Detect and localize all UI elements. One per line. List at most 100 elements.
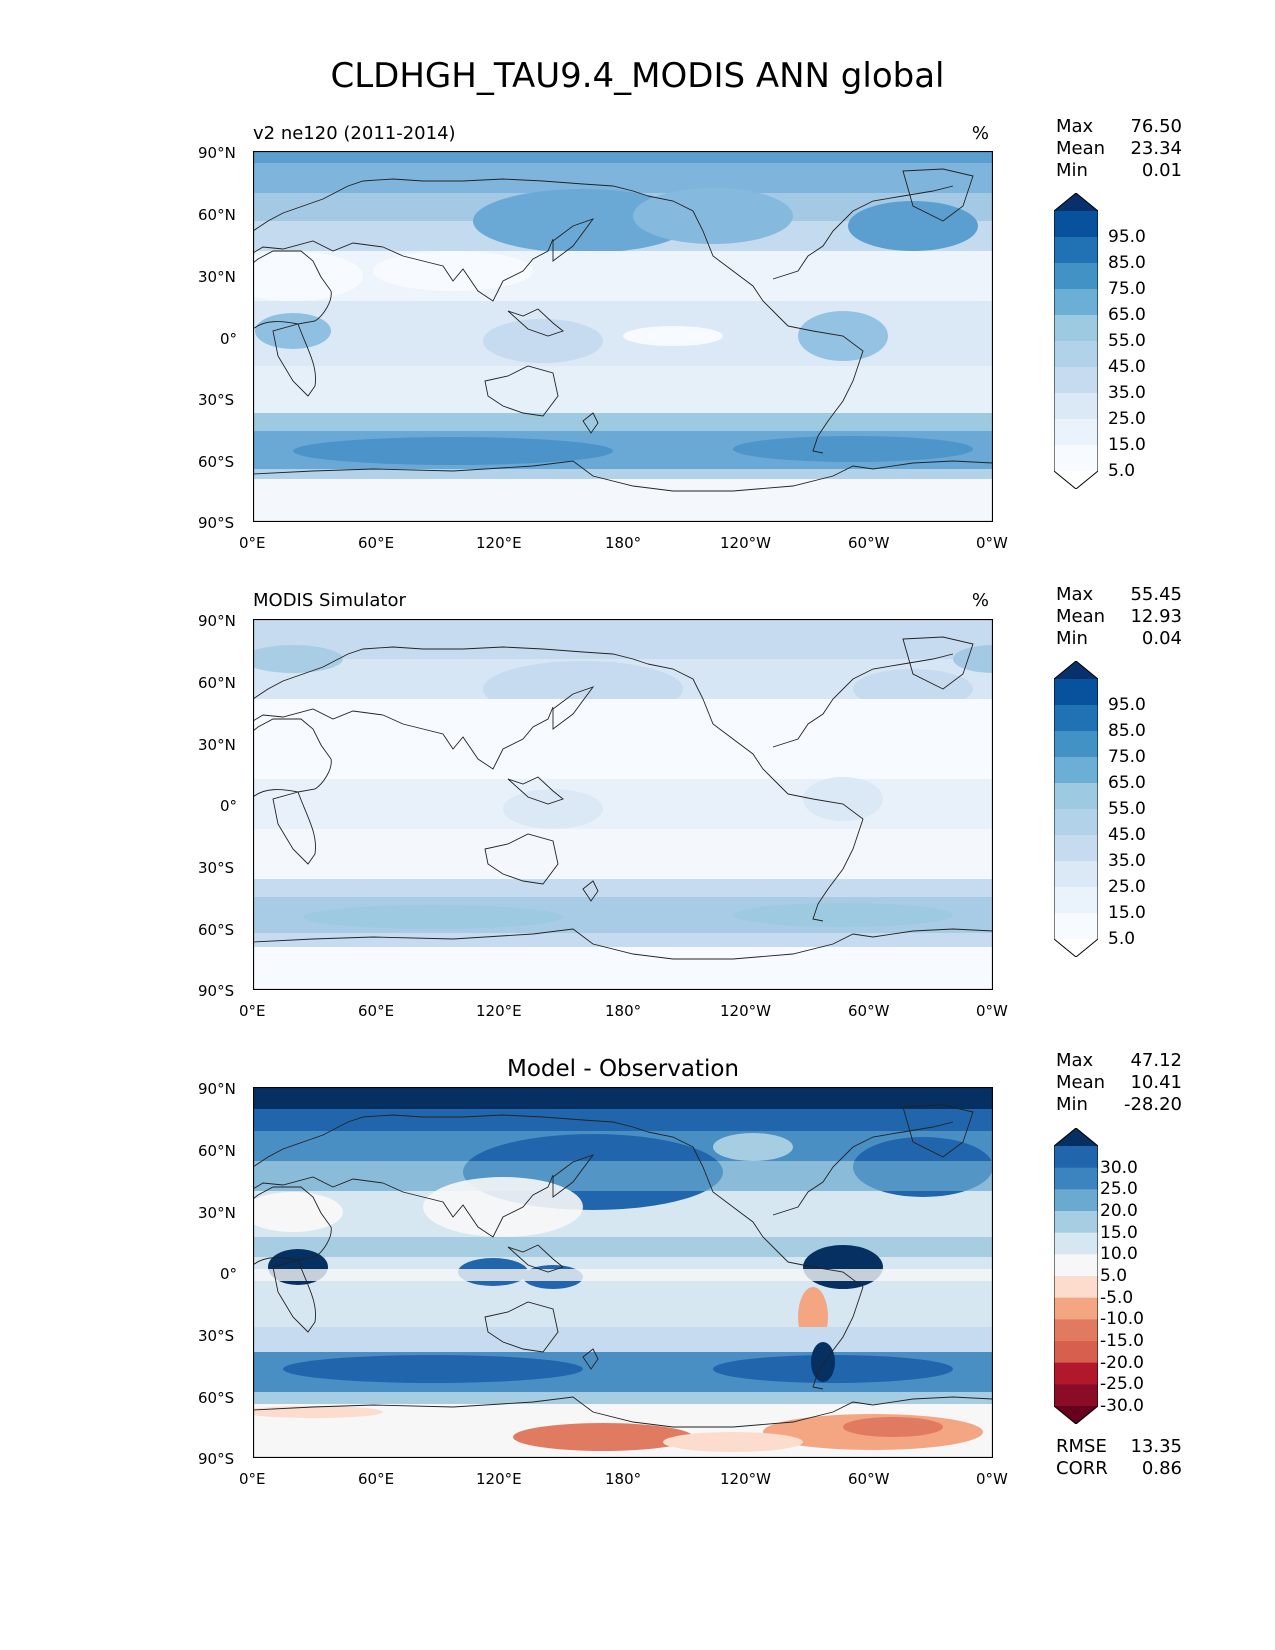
panel-1-map (253, 151, 993, 522)
colorbar-segment (1054, 237, 1098, 264)
colorbar-tick-label: 65.0 (1108, 305, 1146, 325)
figure-title: CLDHGH_TAU9.4_MODIS ANN global (330, 56, 945, 96)
stat-value: 13.35 (1130, 1436, 1182, 1457)
lon-tick: 120°E (476, 1470, 522, 1488)
colorbar-tick-label: 5.0 (1108, 929, 1136, 949)
stat-value: 0.86 (1141, 1458, 1182, 1479)
colorbar-tick-label: -15.0 (1100, 1331, 1144, 1351)
colorbar-tick-label: 10.0 (1100, 1244, 1138, 1265)
lon-tick: 0°E (239, 1002, 266, 1020)
colorbar-tick-label: 45.0 (1108, 825, 1146, 845)
colorbar-tick-label: 35.0 (1108, 383, 1146, 403)
panel-2-map (253, 619, 993, 990)
stat-label: Mean (1056, 138, 1106, 159)
panel-2-units: % (971, 590, 989, 611)
colorbar-tick-label: 75.0 (1108, 747, 1146, 767)
colorbar-tick-label: 55.0 (1108, 331, 1146, 351)
lat-tick: 0° (220, 797, 238, 815)
lat-tick: 90°N (198, 1080, 236, 1098)
lat-tick: 60°S (198, 1389, 235, 1407)
colorbar-tick-label: 25.0 (1108, 877, 1146, 897)
lon-tick: 0°E (239, 534, 266, 552)
stat-label: CORR (1056, 1458, 1108, 1479)
stat-max: Max 47.12 (1056, 1050, 1182, 1072)
lon-tick: 120°W (720, 534, 771, 552)
colorbar-segment (1054, 367, 1098, 394)
colorbar-segment (1054, 1384, 1098, 1407)
lat-tick: 60°N (198, 1142, 236, 1160)
stat-label: Min (1056, 1094, 1088, 1115)
colorbar-tick-label: 30.0 (1100, 1157, 1138, 1178)
colorbar-segment (1054, 679, 1098, 706)
stat-label: RMSE (1056, 1436, 1107, 1457)
colorbar-tick-label: -20.0 (1100, 1352, 1144, 1373)
colorbar-segment (1054, 419, 1098, 446)
stat-value: 12.93 (1130, 606, 1182, 627)
colorbar-extend-top (1054, 1128, 1098, 1146)
lon-tick: 180° (605, 534, 642, 552)
stat-label: Max (1056, 116, 1094, 137)
lon-tick: 0°W (976, 1470, 1008, 1488)
stat-mean: Mean 12.93 (1056, 606, 1182, 628)
stat-mean: Mean 23.34 (1056, 138, 1182, 160)
stat-min: Min 0.01 (1056, 160, 1182, 182)
lon-tick: 60°W (848, 1470, 890, 1488)
colorbar-segment (1054, 809, 1098, 836)
colorbar-tick-label: 5.0 (1108, 461, 1136, 481)
stat-value: 76.50 (1130, 116, 1182, 137)
colorbar-segment (1054, 783, 1098, 810)
colorbar-tick-label: 15.0 (1108, 903, 1146, 923)
colorbar-tick-label: 95.0 (1108, 227, 1146, 247)
lon-tick: 60°W (848, 534, 890, 552)
colorbar-tick-label: 15.0 (1100, 1222, 1138, 1243)
colorbar-segment (1054, 1297, 1098, 1320)
lon-tick: 60°E (358, 534, 395, 552)
panel-1-units: % (971, 123, 989, 144)
lon-tick: 0°W (976, 534, 1008, 552)
lat-tick: 90°S (198, 982, 235, 1000)
stat-value: 0.04 (1141, 628, 1182, 649)
lon-tick: 60°E (358, 1002, 395, 1020)
colorbar-tick-label: 25.0 (1108, 409, 1146, 429)
colorbar-segment (1054, 315, 1098, 342)
colorbar-segment (1054, 1211, 1098, 1234)
colorbar-tick-label: 95.0 (1108, 695, 1146, 715)
lat-tick: 30°N (198, 268, 236, 286)
colorbar-tick-label: 85.0 (1108, 253, 1146, 273)
colorbar-segment (1054, 1232, 1098, 1255)
stat-corr: CORR 0.86 (1056, 1458, 1182, 1480)
colorbar-segment (1054, 1362, 1098, 1385)
stat-value: 55.45 (1130, 584, 1182, 605)
stat-label: Max (1056, 584, 1094, 605)
lat-tick: 30°S (198, 859, 235, 877)
colorbar-extend-top (1054, 661, 1098, 679)
lat-tick: 90°N (198, 144, 236, 162)
colorbar-segment (1054, 1341, 1098, 1364)
colorbar-segment (1054, 341, 1098, 368)
lat-tick: 30°N (198, 736, 236, 754)
colorbar-segment (1054, 861, 1098, 888)
stat-value: 47.12 (1130, 1050, 1182, 1071)
lat-tick: 60°N (198, 674, 236, 692)
colorbar-segment (1054, 1319, 1098, 1342)
colorbar-tick-label: -10.0 (1100, 1309, 1144, 1330)
stat-label: Min (1056, 160, 1088, 181)
lat-tick: 90°S (198, 514, 235, 532)
panel-1-title-left: v2 ne120 (2011-2014) (253, 123, 456, 144)
lon-tick: 120°E (476, 1002, 522, 1020)
lat-tick: 30°S (198, 391, 235, 409)
stat-value: -28.20 (1123, 1094, 1182, 1115)
lat-tick: 0° (220, 330, 238, 348)
colorbar-tick-label: -30.0 (1100, 1396, 1144, 1416)
colorbar-tick-label: 25.0 (1100, 1179, 1138, 1200)
lat-tick: 0° (220, 1265, 238, 1283)
lat-tick: 60°N (198, 206, 236, 224)
stat-max: Max 76.50 (1056, 116, 1182, 138)
stat-max: Max 55.45 (1056, 584, 1182, 606)
colorbar-segment (1054, 393, 1098, 420)
lon-tick: 0°E (239, 1470, 266, 1488)
lon-tick: 0°W (976, 1002, 1008, 1020)
panel-2-title-left: MODIS Simulator (253, 590, 406, 611)
stat-label: Min (1056, 628, 1088, 649)
lat-tick: 90°N (198, 612, 236, 630)
